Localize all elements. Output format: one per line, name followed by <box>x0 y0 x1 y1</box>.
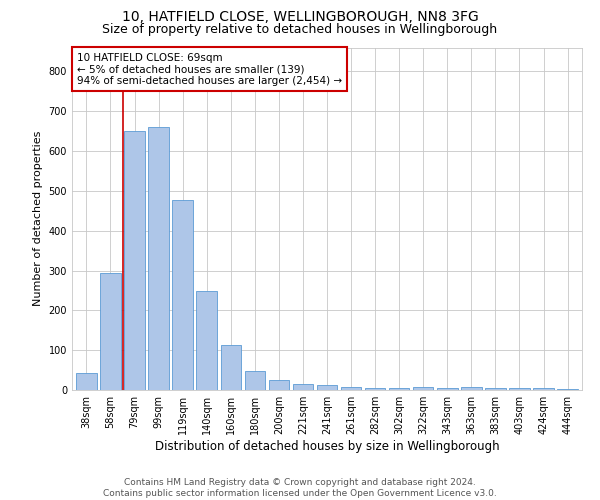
Bar <box>293 384 313 390</box>
Bar <box>437 388 458 390</box>
Bar <box>172 200 193 390</box>
Bar <box>245 371 265 390</box>
Bar <box>509 388 530 390</box>
Bar <box>365 388 385 390</box>
Bar <box>269 380 289 390</box>
Bar <box>317 385 337 390</box>
Bar <box>341 387 361 390</box>
Bar <box>533 388 554 390</box>
Bar <box>100 274 121 390</box>
Bar <box>124 131 145 390</box>
Bar <box>76 373 97 390</box>
Bar <box>461 387 482 390</box>
Bar <box>221 345 241 390</box>
Bar <box>389 388 409 390</box>
Bar <box>557 389 578 390</box>
Bar <box>413 387 433 390</box>
Bar <box>196 291 217 390</box>
Bar <box>485 388 506 390</box>
Text: Size of property relative to detached houses in Wellingborough: Size of property relative to detached ho… <box>103 22 497 36</box>
Bar <box>148 127 169 390</box>
Y-axis label: Number of detached properties: Number of detached properties <box>33 131 43 306</box>
X-axis label: Distribution of detached houses by size in Wellingborough: Distribution of detached houses by size … <box>155 440 499 453</box>
Text: 10 HATFIELD CLOSE: 69sqm
← 5% of detached houses are smaller (139)
94% of semi-d: 10 HATFIELD CLOSE: 69sqm ← 5% of detache… <box>77 52 342 86</box>
Text: 10, HATFIELD CLOSE, WELLINGBOROUGH, NN8 3FG: 10, HATFIELD CLOSE, WELLINGBOROUGH, NN8 … <box>122 10 478 24</box>
Text: Contains HM Land Registry data © Crown copyright and database right 2024.
Contai: Contains HM Land Registry data © Crown c… <box>103 478 497 498</box>
